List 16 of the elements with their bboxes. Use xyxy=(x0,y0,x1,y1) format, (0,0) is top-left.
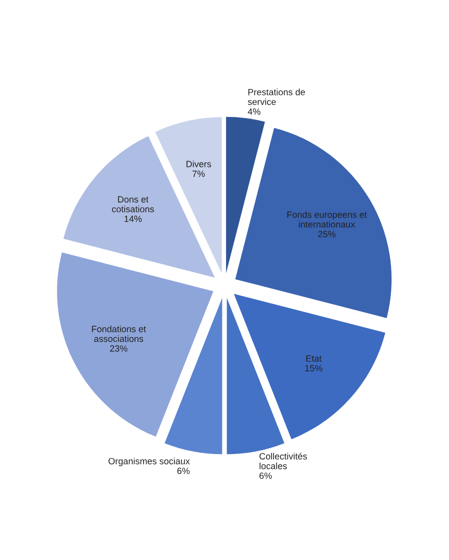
data-label: 6% xyxy=(177,468,190,474)
slice-label: Fonds europeens et internationaux xyxy=(287,211,367,228)
data-label: 15% xyxy=(305,365,322,372)
slice-label: Etat xyxy=(306,355,322,362)
slice-label: Divers xyxy=(186,160,212,168)
slice-label: Fondations et associations xyxy=(92,326,146,342)
slice-label: Collectivités locales xyxy=(260,452,307,470)
data-label: 4% xyxy=(248,108,260,115)
data-label: 6% xyxy=(260,472,272,479)
slice-label: Organismes sociaux xyxy=(108,458,190,466)
data-label: 7% xyxy=(192,170,205,177)
data-label: 25% xyxy=(318,230,336,238)
slice-label: Prestations de service xyxy=(248,88,305,106)
data-label: 23% xyxy=(110,345,128,352)
data-label: 14% xyxy=(124,216,142,222)
slice-label: Dons et cotisations xyxy=(112,196,154,212)
